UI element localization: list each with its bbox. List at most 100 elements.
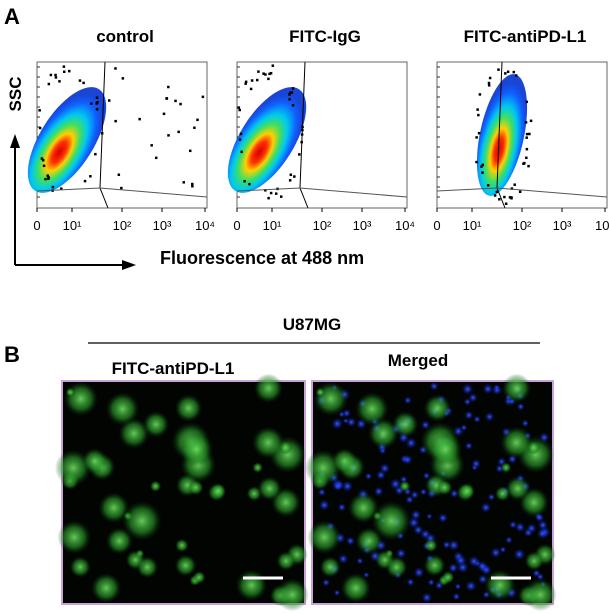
event-dot	[240, 150, 243, 154]
event-dot	[510, 187, 514, 190]
event-dot	[291, 104, 295, 107]
event-dot	[480, 165, 483, 168]
cell-signal	[399, 480, 411, 492]
event-dot	[528, 132, 531, 136]
nucleus	[482, 383, 494, 395]
nucleus	[513, 548, 526, 561]
cell-signal	[355, 392, 389, 426]
event-dot	[497, 68, 500, 71]
nucleus	[464, 441, 473, 450]
event-dot	[243, 179, 246, 183]
event-dot	[44, 177, 47, 181]
cell-signal	[500, 462, 512, 473]
event-dot	[495, 190, 499, 194]
event-dot	[288, 98, 291, 101]
nucleus	[331, 417, 344, 430]
event-dot	[476, 108, 479, 111]
x-tick-label: 0	[233, 218, 240, 233]
density	[27, 87, 107, 193]
cell-signal	[331, 448, 358, 474]
event-dot	[525, 156, 528, 160]
nucleus	[338, 553, 349, 564]
nucleus	[521, 419, 530, 428]
event-dot	[167, 134, 170, 137]
event-dot	[165, 97, 169, 100]
event-dot	[250, 79, 254, 82]
nucleus	[402, 454, 413, 465]
cell-signal	[105, 527, 133, 555]
event-dot	[95, 108, 99, 111]
cell-signal	[105, 392, 140, 426]
x-tick-label: 10³	[353, 218, 372, 233]
x-tick-label: 10⁴	[395, 218, 415, 233]
cell-signal	[307, 520, 342, 555]
nucleus	[471, 458, 482, 469]
cell-signal	[505, 476, 530, 501]
plot-title: FITC-IgG	[289, 27, 361, 46]
event-dot	[487, 81, 491, 85]
cell-signal	[371, 501, 412, 541]
cell-signal	[423, 394, 452, 422]
event-dot	[289, 173, 293, 177]
cell-signal	[257, 476, 282, 501]
event-dot	[481, 163, 484, 167]
image-title: FITC-antiPD-L1	[112, 359, 235, 378]
event-dot	[504, 72, 507, 75]
x-tick-label: 10¹	[463, 218, 482, 233]
density	[227, 87, 307, 193]
x-tick-label: 10³	[553, 218, 572, 233]
x-tick-label: 10⁴	[195, 218, 215, 233]
event-dot	[244, 80, 248, 84]
event-dot	[248, 182, 251, 186]
cell-signal	[174, 554, 197, 577]
event-dot	[95, 96, 99, 99]
images	[54, 373, 557, 612]
event-dot	[525, 147, 529, 151]
event-dot	[54, 73, 57, 77]
event-dot	[274, 192, 278, 195]
nucleus	[537, 519, 549, 531]
nucleus	[406, 578, 415, 587]
event-dot	[513, 183, 516, 186]
nucleus	[468, 555, 480, 568]
event-dot	[138, 117, 141, 121]
cell-signal	[319, 556, 341, 578]
event-dot	[150, 144, 153, 147]
event-dot	[262, 72, 265, 75]
event-dot	[177, 130, 180, 134]
cell-signal	[428, 432, 463, 467]
nucleus	[448, 539, 460, 551]
event-dot	[237, 106, 241, 109]
event-dot	[83, 179, 87, 183]
event-dot	[512, 70, 516, 74]
cell-signal	[524, 578, 557, 612]
event-dot	[238, 138, 242, 141]
event-dot	[522, 162, 525, 166]
x-axis-label: Fluorescence at 488 nm	[160, 248, 364, 268]
cell-signal	[63, 381, 99, 417]
event-dot	[514, 74, 518, 77]
cell-signal	[392, 411, 419, 438]
cell-signal	[459, 483, 475, 499]
nucleus	[356, 557, 364, 565]
cell-signal	[500, 426, 533, 459]
event-dot	[42, 164, 46, 168]
event-dot	[191, 185, 194, 188]
event-dot	[486, 184, 490, 187]
event-dot	[488, 76, 492, 80]
nucleus	[499, 546, 507, 554]
nucleus	[337, 503, 347, 512]
event-dot	[49, 73, 53, 77]
y-axis-label: SSC	[6, 77, 25, 112]
event-dot	[288, 93, 291, 96]
event-dot	[527, 164, 530, 168]
event-dot	[475, 160, 478, 164]
nucleus	[426, 513, 433, 520]
event-dot	[182, 181, 185, 184]
cell-signal	[118, 418, 150, 449]
nucleus	[487, 493, 496, 501]
event-dot	[94, 152, 97, 156]
cell-signal	[437, 479, 453, 496]
event-dot	[293, 175, 296, 178]
event-dot	[478, 93, 482, 96]
